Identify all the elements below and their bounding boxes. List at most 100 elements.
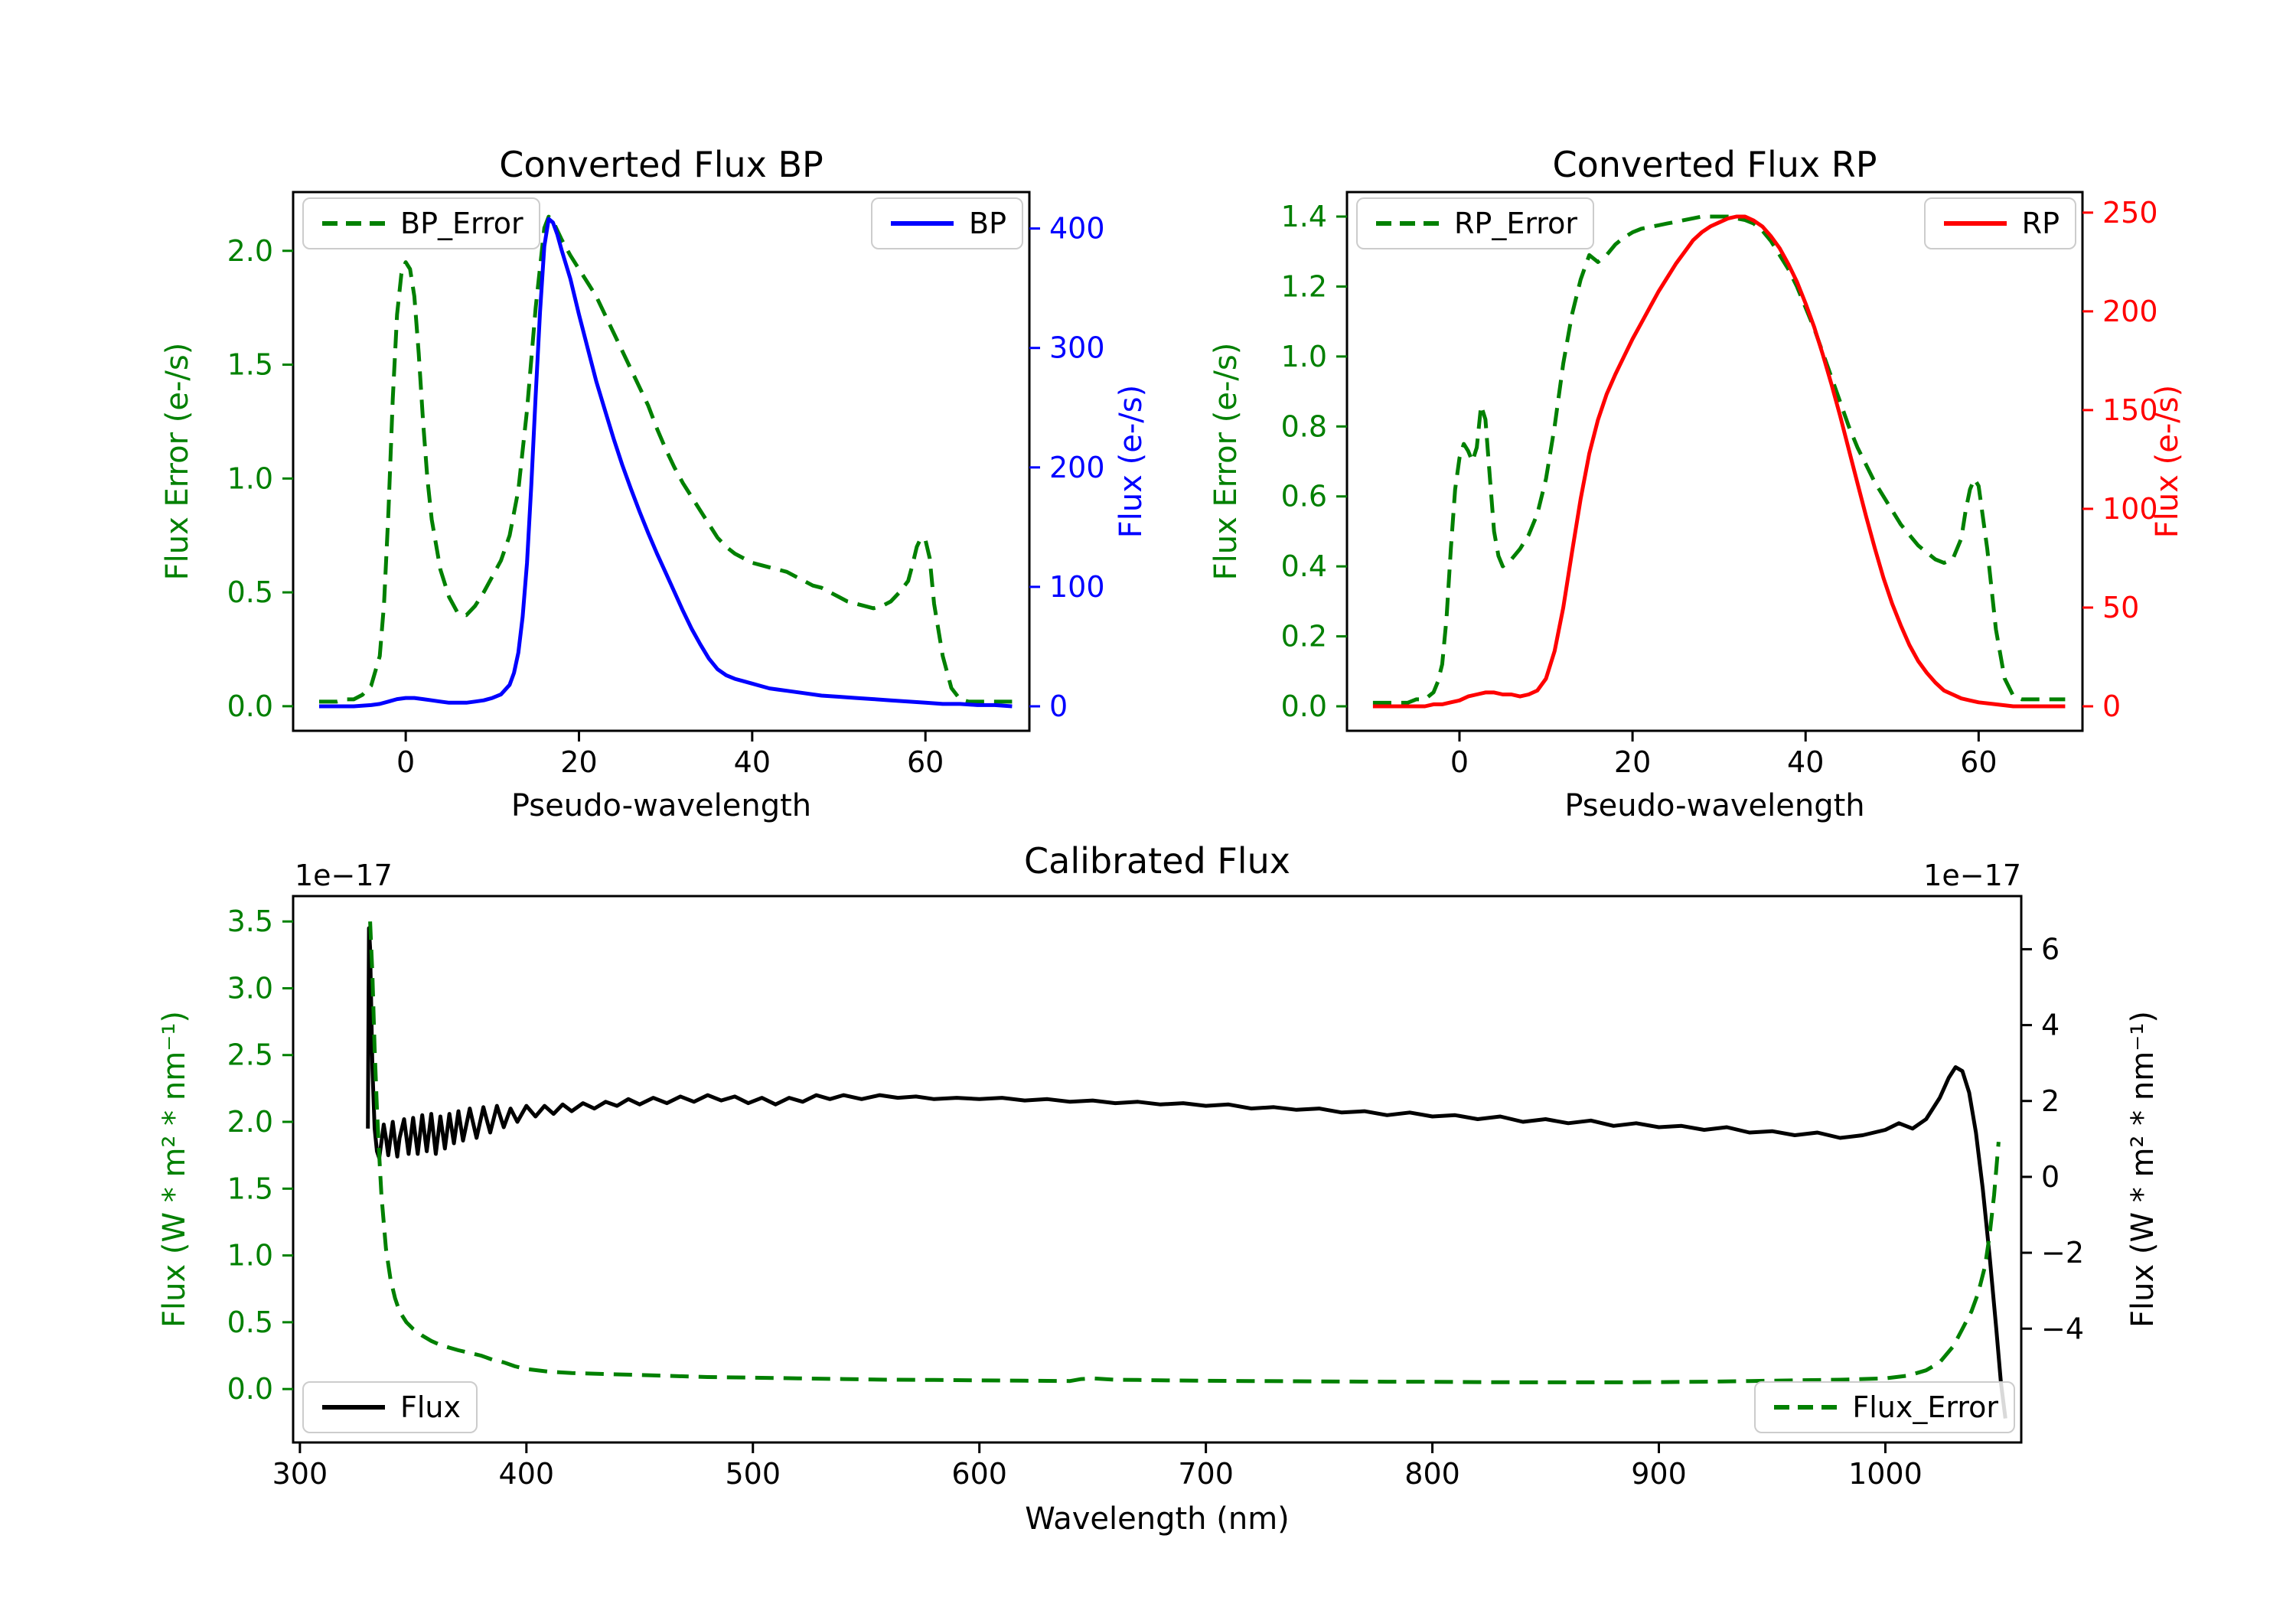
bp-error-legend-label: BP_Error bbox=[400, 207, 523, 240]
x-tick-label: 300 bbox=[272, 1457, 328, 1491]
x-tick-label: 1000 bbox=[1848, 1457, 1923, 1491]
flux-error-legend: Flux_Error bbox=[1754, 1381, 2015, 1433]
left-tick-label: 0.5 bbox=[227, 575, 273, 609]
rp-right-y-axis-label: Flux (e-/s) bbox=[2150, 384, 2185, 539]
right-tick-label: 200 bbox=[2102, 295, 2158, 328]
x-tick-label: 0 bbox=[396, 745, 415, 779]
left-tick-label: 3.5 bbox=[227, 905, 273, 938]
bp-chart-title: Converted Flux BP bbox=[499, 144, 823, 185]
series-Flux bbox=[366, 926, 2007, 1419]
x-tick-label: 900 bbox=[1631, 1457, 1687, 1491]
series-BP_Error bbox=[319, 214, 1013, 704]
right-tick-label: 100 bbox=[1049, 570, 1105, 604]
left-tick-label: 1.5 bbox=[227, 348, 273, 382]
x-tick-label: 500 bbox=[725, 1457, 781, 1491]
series-Flux_Error bbox=[368, 921, 2001, 1384]
right-tick-label: 2 bbox=[2041, 1084, 2060, 1118]
bp-x-axis-label: Pseudo-wavelength bbox=[510, 788, 812, 823]
right-tick-label: 4 bbox=[2041, 1009, 2060, 1042]
bp-left-y-axis-label: Flux Error (e-/s) bbox=[160, 342, 195, 581]
left-tick-label: 2.0 bbox=[227, 234, 273, 268]
left-tick-label: 1.2 bbox=[1281, 269, 1327, 303]
x-tick-label: 20 bbox=[1614, 745, 1651, 779]
bp-legend: BP bbox=[871, 197, 1023, 249]
left-tick-label: 0.0 bbox=[227, 689, 273, 723]
rp-error-legend: RP_Error bbox=[1356, 197, 1594, 249]
right-tick-label: 100 bbox=[2102, 492, 2158, 526]
x-tick-label: 40 bbox=[1787, 745, 1824, 779]
axes-spine bbox=[1345, 191, 2084, 732]
bp-error-legend-line bbox=[322, 221, 385, 226]
series-BP bbox=[319, 217, 1013, 709]
left-tick-label: 1.0 bbox=[227, 461, 273, 495]
left-tick-label: 1.5 bbox=[227, 1172, 273, 1205]
left-tick-label: 0.2 bbox=[1281, 620, 1327, 654]
flux-legend: Flux bbox=[302, 1381, 478, 1433]
flux-legend-line bbox=[322, 1405, 385, 1410]
axes-spine bbox=[292, 895, 2023, 1444]
rp-left-y-axis-label: Flux Error (e-/s) bbox=[1208, 342, 1244, 581]
right-tick-label: 6 bbox=[2041, 932, 2060, 966]
left-tick-label: 2.0 bbox=[227, 1105, 273, 1139]
left-tick-label: 3.0 bbox=[227, 971, 273, 1005]
bp-error-legend: BP_Error bbox=[302, 197, 540, 249]
right-tick-label: 300 bbox=[1049, 331, 1105, 365]
rp-legend-line bbox=[1943, 221, 2007, 226]
bp-right-y-axis-label: Flux (e-/s) bbox=[1114, 384, 1149, 539]
left-tick-label: 0.6 bbox=[1281, 480, 1327, 513]
bp-legend-line bbox=[891, 221, 954, 226]
x-tick-label: 600 bbox=[951, 1457, 1007, 1491]
left-tick-label: 0.8 bbox=[1281, 409, 1327, 443]
rp-chart-title: Converted Flux RP bbox=[1552, 144, 1877, 185]
left-tick-label: 0.0 bbox=[1281, 689, 1327, 723]
rp-legend-label: RP bbox=[2021, 207, 2060, 240]
flux-error-legend-label: Flux_Error bbox=[1852, 1390, 1998, 1424]
axes-spine bbox=[292, 191, 1031, 732]
calibrated-left-y-axis-label: Flux (W * m² * nm⁻¹) bbox=[157, 1011, 192, 1328]
right-tick-label: 400 bbox=[1049, 212, 1105, 246]
left-tick-label: 1.0 bbox=[227, 1239, 273, 1273]
flux-legend-label: Flux bbox=[400, 1390, 461, 1424]
right-tick-label: 0 bbox=[2041, 1160, 2060, 1194]
right-tick-label: 250 bbox=[2102, 196, 2158, 230]
x-tick-label: 800 bbox=[1404, 1457, 1460, 1491]
right-tick-label: 200 bbox=[1049, 451, 1105, 484]
left-tick-label: 0.4 bbox=[1281, 549, 1327, 583]
calibrated-chart-title: Calibrated Flux bbox=[1024, 840, 1290, 882]
series-RP_Error bbox=[1372, 214, 2066, 705]
x-tick-label: 60 bbox=[1960, 745, 1997, 779]
left-tick-label: 1.0 bbox=[1281, 340, 1327, 373]
rp-x-axis-label: Pseudo-wavelength bbox=[1564, 788, 1865, 823]
right-tick-label: 150 bbox=[2102, 393, 2158, 427]
calibrated-x-axis-label: Wavelength (nm) bbox=[1025, 1501, 1290, 1537]
x-tick-label: 0 bbox=[1450, 745, 1469, 779]
bp-legend-label: BP bbox=[969, 207, 1006, 240]
x-tick-label: 40 bbox=[734, 745, 771, 779]
left-axis-offset-text: 1e−17 bbox=[295, 859, 393, 892]
left-tick-label: 0.0 bbox=[227, 1372, 273, 1406]
right-tick-label: 0 bbox=[1049, 689, 1068, 723]
left-tick-label: 2.5 bbox=[227, 1038, 273, 1072]
right-tick-label: −2 bbox=[2041, 1236, 2084, 1270]
right-tick-label: −4 bbox=[2041, 1312, 2084, 1345]
x-tick-label: 700 bbox=[1178, 1457, 1234, 1491]
rp-error-legend-line bbox=[1376, 221, 1439, 226]
left-tick-label: 1.4 bbox=[1281, 200, 1327, 233]
x-tick-label: 20 bbox=[560, 745, 597, 779]
series-RP bbox=[1372, 214, 2066, 709]
right-tick-label: 0 bbox=[2102, 689, 2121, 723]
flux-error-legend-line bbox=[1774, 1405, 1838, 1410]
right-axis-offset-text: 1e−17 bbox=[1923, 859, 2021, 892]
rp-error-legend-label: RP_Error bbox=[1454, 207, 1577, 240]
calibrated-right-y-axis-label: Flux (W * m² * nm⁻¹) bbox=[2125, 1011, 2161, 1328]
right-tick-label: 50 bbox=[2102, 591, 2139, 624]
x-tick-label: 60 bbox=[907, 745, 944, 779]
left-tick-label: 0.5 bbox=[227, 1305, 273, 1339]
x-tick-label: 400 bbox=[499, 1457, 555, 1491]
rp-legend: RP bbox=[1923, 197, 2076, 249]
